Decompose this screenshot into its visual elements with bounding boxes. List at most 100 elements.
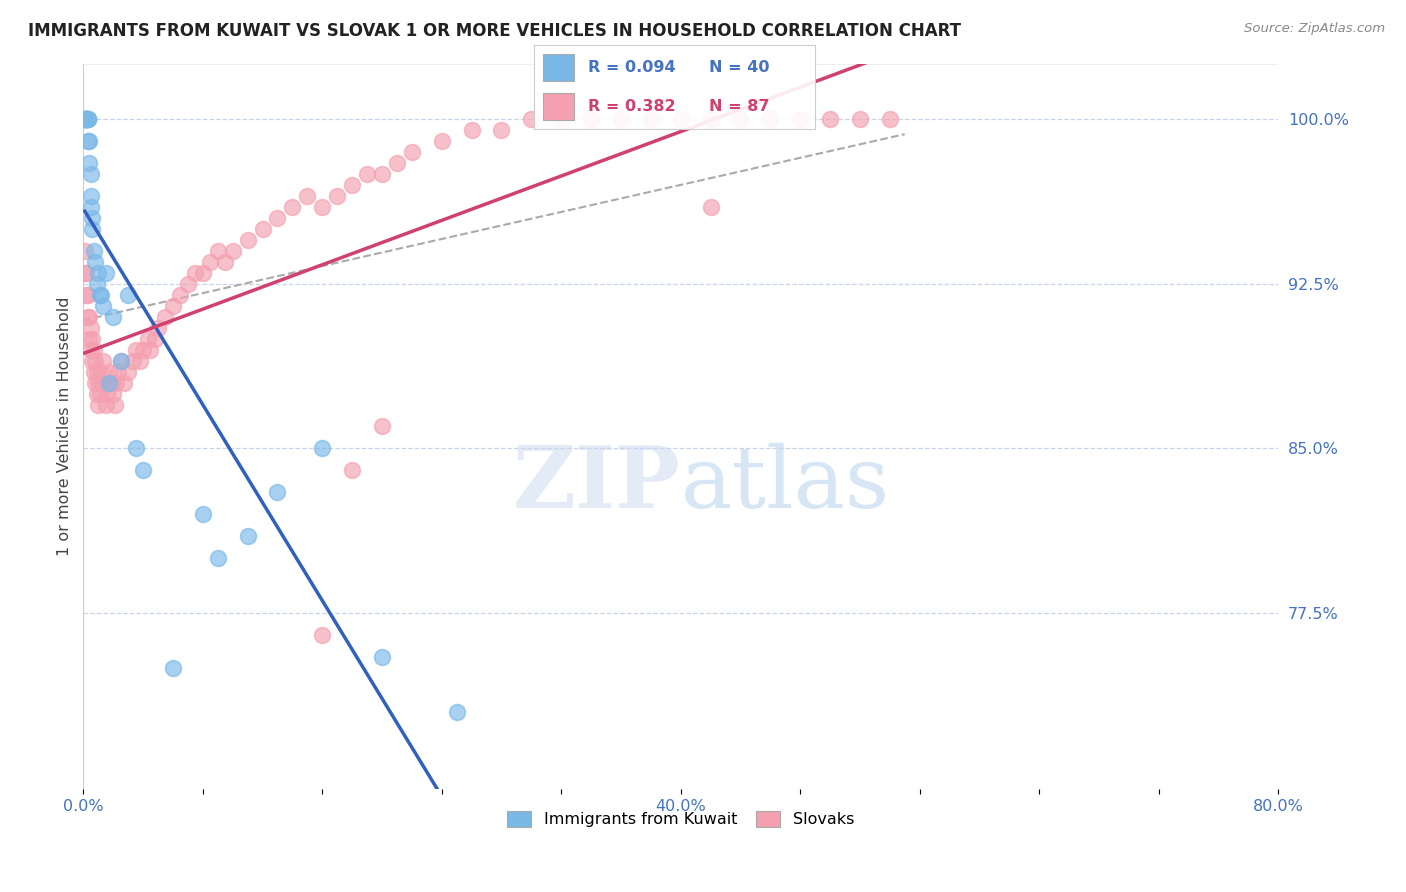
Point: [76, 287, 98, 301]
Point: [110, 353, 132, 368]
Text: IMMIGRANTS FROM KUWAIT VS SLOVAK 1 OR MORE VEHICLES IN HOUSEHOLD CORRELATION CHA: IMMIGRANTS FROM KUWAIT VS SLOVAK 1 OR MO…: [28, 22, 962, 40]
Point: [87, 376, 110, 390]
Point: [252, 221, 274, 235]
Point: [191, 266, 214, 280]
Point: [82, 332, 104, 346]
Point: [84, 254, 107, 268]
Point: [73, 112, 96, 126]
Point: [460, 123, 482, 137]
Point: [340, 178, 363, 192]
Point: [401, 145, 423, 159]
Point: [77, 134, 100, 148]
Text: Source: ZipAtlas.com: Source: ZipAtlas.com: [1244, 22, 1385, 36]
Point: [80, 167, 103, 181]
Point: [104, 397, 127, 411]
Text: R = 0.094: R = 0.094: [588, 60, 675, 75]
Point: [86, 386, 108, 401]
Point: [82, 211, 104, 225]
Point: [86, 365, 108, 379]
Point: [446, 705, 468, 719]
Text: ZIP: ZIP: [513, 442, 681, 526]
Point: [146, 320, 169, 334]
Point: [169, 287, 191, 301]
Point: [105, 376, 128, 390]
Point: [75, 112, 97, 126]
Text: atlas: atlas: [681, 442, 890, 526]
Point: [84, 376, 107, 390]
Point: [177, 277, 200, 291]
Point: [132, 463, 155, 477]
Point: [371, 650, 394, 665]
Point: [94, 397, 117, 411]
Point: [385, 156, 408, 170]
Point: [76, 310, 98, 324]
Point: [89, 287, 111, 301]
Point: [73, 112, 96, 126]
Point: [83, 343, 105, 357]
Point: [491, 123, 513, 137]
Point: [80, 200, 103, 214]
Text: N = 87: N = 87: [709, 99, 769, 114]
Point: [132, 343, 155, 357]
Point: [86, 277, 108, 291]
Point: [699, 200, 721, 214]
Point: [699, 112, 721, 126]
Point: [297, 189, 319, 203]
Point: [356, 167, 378, 181]
Point: [136, 332, 159, 346]
Point: [326, 189, 349, 203]
Point: [100, 376, 122, 390]
Y-axis label: 1 or more Vehicles in Household: 1 or more Vehicles in Household: [58, 297, 72, 557]
Point: [73, 244, 96, 258]
Point: [101, 310, 124, 324]
Point: [76, 112, 98, 126]
Point: [214, 254, 236, 268]
Point: [93, 376, 115, 390]
Point: [80, 343, 103, 357]
Point: [75, 112, 97, 126]
Point: [849, 112, 872, 126]
Point: [207, 551, 229, 566]
Point: [80, 320, 103, 334]
Point: [76, 112, 98, 126]
Point: [266, 211, 288, 225]
Point: [311, 200, 333, 214]
Point: [759, 112, 782, 126]
Point: [550, 112, 572, 126]
Point: [121, 353, 143, 368]
Point: [75, 266, 97, 280]
Point: [94, 266, 117, 280]
Point: [107, 365, 129, 379]
Point: [129, 353, 152, 368]
Point: [90, 287, 112, 301]
Point: [139, 343, 162, 357]
Point: [155, 310, 177, 324]
Point: [371, 167, 394, 181]
Point: [191, 508, 214, 522]
Point: [96, 386, 118, 401]
Point: [97, 376, 120, 390]
Text: N = 40: N = 40: [709, 60, 769, 75]
Point: [77, 310, 100, 324]
Point: [75, 112, 97, 126]
Point: [73, 112, 96, 126]
Point: [82, 353, 104, 368]
Point: [266, 485, 288, 500]
Point: [669, 112, 692, 126]
Point: [221, 244, 243, 258]
Point: [730, 112, 752, 126]
Point: [112, 376, 135, 390]
Point: [371, 419, 394, 434]
Legend: Immigrants from Kuwait, Slovaks: Immigrants from Kuwait, Slovaks: [499, 803, 862, 835]
Point: [640, 112, 662, 126]
Point: [340, 463, 363, 477]
Point: [110, 353, 132, 368]
Point: [124, 343, 146, 357]
Point: [579, 112, 602, 126]
Point: [90, 365, 112, 379]
Point: [87, 266, 110, 280]
Point: [789, 112, 811, 126]
Point: [91, 353, 114, 368]
Point: [80, 189, 103, 203]
Point: [89, 386, 111, 401]
